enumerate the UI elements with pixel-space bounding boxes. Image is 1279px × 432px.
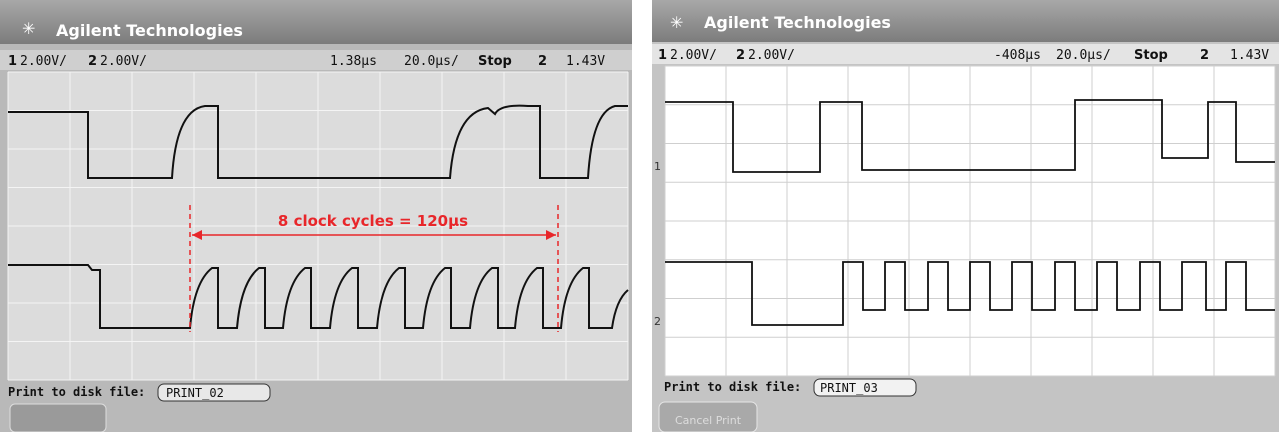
cancel-button-label: Cancel Print xyxy=(675,414,742,427)
button[interactable] xyxy=(10,404,106,432)
right-scope: ✳ Agilent Technologies 1 2.00V/ 2 2.00V/… xyxy=(652,0,1279,432)
file-name: PRINT_02 xyxy=(166,386,224,400)
ch2: 2 xyxy=(88,54,97,69)
logo: ✳ xyxy=(22,19,35,38)
delay: -408µs xyxy=(994,48,1041,63)
run-state: Stop xyxy=(1134,48,1168,63)
ch2-scale: 2.00V/ xyxy=(748,48,795,63)
ch1-scale: 2.00V/ xyxy=(20,54,67,69)
file-label: Print to disk file: xyxy=(8,385,145,399)
run-state: Stop xyxy=(478,54,512,69)
file-name: PRINT_03 xyxy=(820,381,878,395)
ch1: 1 xyxy=(8,54,17,69)
trigger-level: 1.43V xyxy=(566,54,605,69)
brand: Agilent Technologies xyxy=(56,21,243,40)
status-bar xyxy=(652,44,1279,64)
left-scope: ✳ Agilent Technologies 1 2.00V/ 2 2.00V/… xyxy=(0,0,632,432)
delay: 1.38µs xyxy=(330,54,377,69)
file-label: Print to disk file: xyxy=(664,380,801,394)
logo: ✳ xyxy=(670,13,683,32)
ground-marker: 2 xyxy=(654,315,661,328)
trigger-level: 1.43V xyxy=(1230,48,1269,63)
ground-marker: 1 xyxy=(654,160,661,173)
trigger-channel: 2 xyxy=(1200,48,1209,63)
ch1-scale: 2.00V/ xyxy=(670,48,717,63)
ch1: 1 xyxy=(658,48,667,63)
timebase: 20.0µs/ xyxy=(1056,48,1111,63)
brand: Agilent Technologies xyxy=(704,13,891,32)
ch2: 2 xyxy=(736,48,745,63)
annotation: 8 clock cycles = 120µs xyxy=(278,212,468,230)
screenshot: ✳ Agilent Technologies 1 2.00V/ 2 2.00V/… xyxy=(0,0,1279,432)
trigger-channel: 2 xyxy=(538,54,547,69)
ch2-scale: 2.00V/ xyxy=(100,54,147,69)
timebase: 20.0µs/ xyxy=(404,54,459,69)
